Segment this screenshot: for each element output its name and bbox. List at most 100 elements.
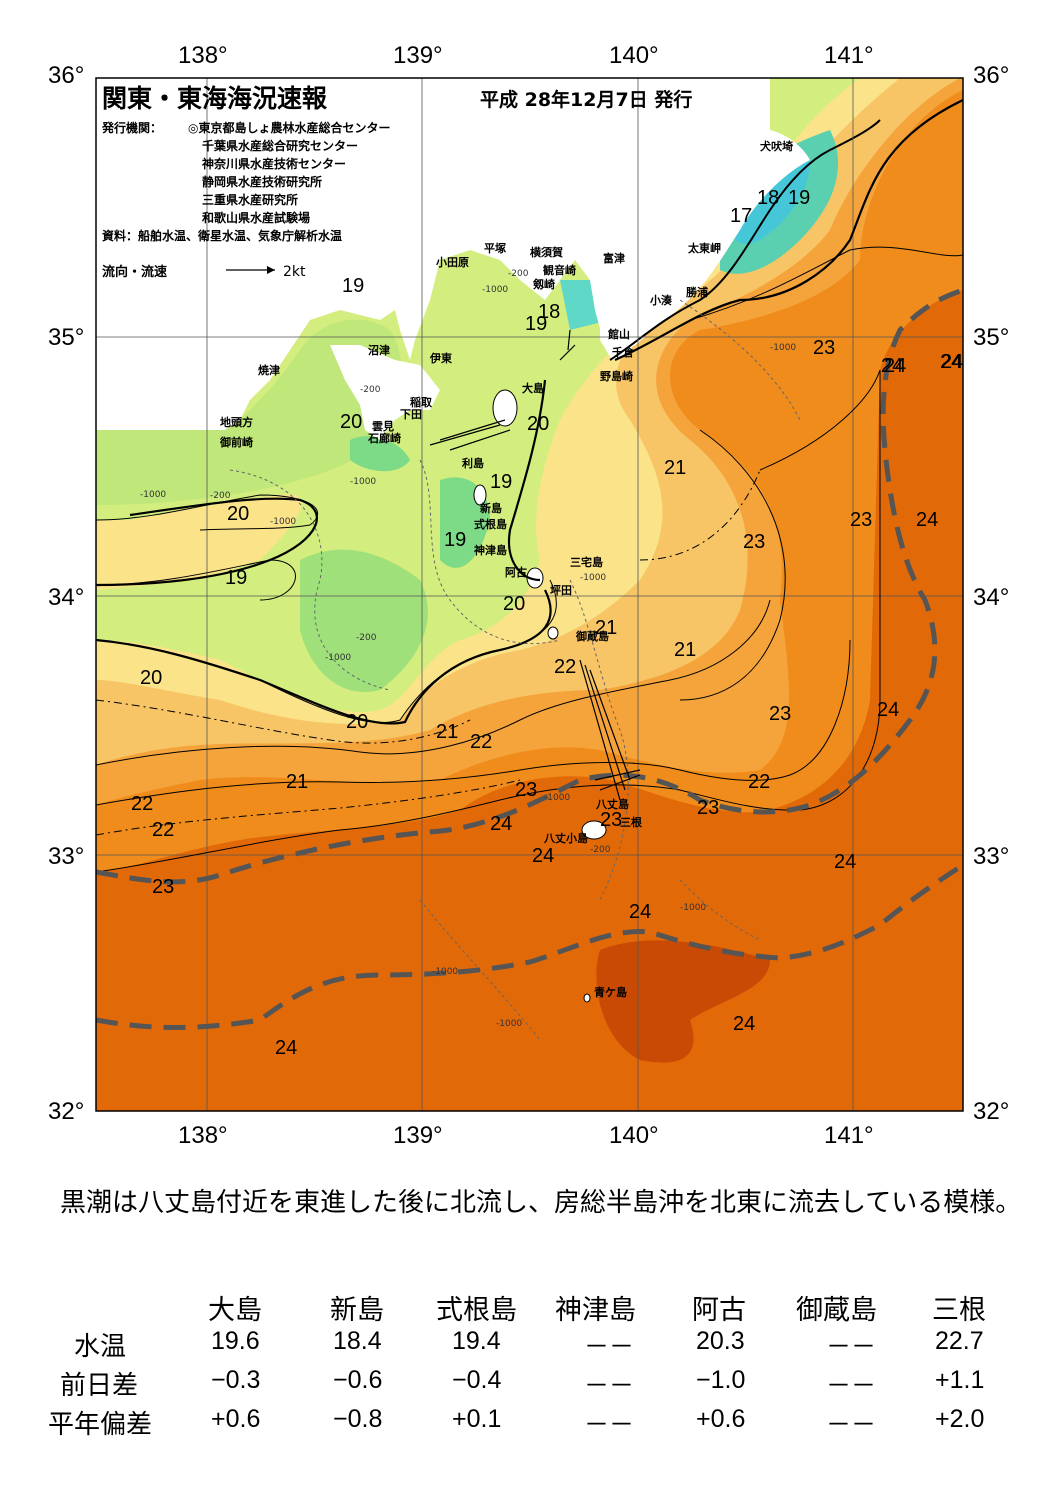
- isotherm-temperature-label: 24: [834, 851, 856, 873]
- isotherm-temperature-label: 22: [131, 793, 153, 815]
- lat-tick-32-right: 32°: [973, 1098, 1010, 1125]
- current-legend-label: 流向・流速: [102, 264, 167, 280]
- isotherm-temperature-label: 20: [340, 411, 362, 433]
- sea-temperature-map: 関東・東海海況速報 平成 28年12月7日 発行 発行機関： ◎東京都島しょ農林…: [95, 77, 964, 1112]
- water-17-boso: [730, 160, 810, 244]
- isotherm-temperature-label: 18: [757, 187, 779, 209]
- water-18-izu: [350, 436, 410, 472]
- isotherm-temperature-label: 23: [769, 703, 791, 725]
- isotherm-temperature-label: 23: [697, 797, 719, 819]
- row-label-water-temp: 水温: [74, 1332, 127, 1362]
- depth-contour-label: -1000: [580, 573, 606, 583]
- lon-tick-140-bottom: 140°: [609, 1122, 659, 1149]
- isotherm-temperature-label: 21: [436, 721, 458, 743]
- depth-contour-label: -1000: [432, 967, 458, 977]
- isotherm-temperature-label: 24: [275, 1037, 297, 1059]
- table-cell: －－: [584, 1333, 635, 1361]
- isotherm-temperature-label: 23: [515, 779, 537, 801]
- table-cell: 19.6: [211, 1327, 260, 1355]
- col-header-ako: 阿古: [692, 1295, 746, 1326]
- depth-contour-label: -1000: [680, 903, 706, 913]
- table-cell: －－: [584, 1411, 635, 1439]
- issue-date: 平成 28年12月7日 発行: [480, 88, 692, 111]
- depth-contour-label: -200: [210, 491, 231, 501]
- isotherm-temperature-label: 19: [525, 313, 547, 335]
- table-cell: －－: [584, 1372, 635, 1400]
- col-header-mikurajima: 御蔵島: [796, 1295, 877, 1326]
- lat-tick-36-left: 36°: [48, 62, 85, 89]
- isotherm-temperature-label: 18: [538, 301, 560, 323]
- col-header-mitsune: 三根: [932, 1295, 986, 1326]
- row-label-normal-diff: 平年偏差: [48, 1410, 153, 1440]
- issuer-3: 神奈川県水産技術センター: [202, 156, 346, 171]
- lat-lon-grid: [96, 78, 963, 1111]
- place-name-label: 稲取: [410, 395, 432, 409]
- isotherm-temperature-label: 19: [788, 187, 810, 209]
- place-name-label: 伊東: [429, 351, 453, 365]
- lat-tick-35-right: 35°: [973, 324, 1010, 351]
- depth-contour-label: -200: [356, 633, 377, 643]
- place-name-label: 下田: [400, 408, 422, 421]
- isotherm-temperature-label: 19: [490, 471, 512, 493]
- kuroshio-axis-south: [96, 862, 963, 1030]
- isotherm-temperature-label: 21: [664, 457, 686, 479]
- issuer-label: 発行機関：: [101, 120, 162, 135]
- lon-tick-139-bottom: 139°: [393, 1122, 443, 1149]
- place-name-label: 犬吠埼: [760, 139, 793, 153]
- table-cell: +2.0: [935, 1405, 985, 1433]
- place-name-label: 御前崎: [219, 435, 253, 449]
- table-cell: 20.3: [696, 1327, 745, 1355]
- table-cell: －－: [826, 1411, 877, 1439]
- place-name-label: 利島: [462, 456, 484, 470]
- isotherm-temperature-label: 20: [140, 667, 162, 689]
- isotherm-temperature-label: 22: [748, 771, 770, 793]
- depth-contour-label: -1000: [496, 1019, 522, 1029]
- lon-tick-139-top: 139°: [393, 42, 443, 69]
- isotherm-temperature-label: 20: [503, 593, 525, 615]
- place-name-label: 雲見: [372, 420, 394, 433]
- table-cell: +1.1: [935, 1366, 985, 1394]
- lon-tick-138-top: 138°: [178, 42, 228, 69]
- depth-contour-label: -200: [508, 269, 529, 279]
- kuroshio-note: 黒潮は八丈島付近を東進した後に北流し、房総半島沖を北東に流去している模様。: [34, 1188, 1022, 1218]
- place-name-label: 焼津: [258, 363, 280, 377]
- table-cell: −0.4: [452, 1366, 502, 1394]
- place-name-label: 沼津: [368, 343, 390, 357]
- water-19-band-west: [96, 319, 401, 505]
- depth-contour-label: -1000: [482, 285, 508, 295]
- depth-contour-label: -1000: [770, 343, 796, 353]
- lon-tick-140-top: 140°: [609, 42, 659, 69]
- place-name-label: 神津島: [474, 543, 507, 557]
- isotherm-temperature-label: 23: [743, 531, 765, 553]
- water-19-pocket: [300, 549, 428, 692]
- kuroshio-axis-north: [96, 287, 963, 885]
- isotherm-temperature-label: 23: [850, 509, 872, 531]
- coast-line: [609, 119, 881, 361]
- lon-tick-141-top: 141°: [824, 42, 874, 69]
- current-legend-scale: 2kt: [283, 264, 306, 280]
- lat-tick-34-left: 34°: [48, 584, 85, 611]
- isotherm-temperature-label: 24: [941, 351, 963, 373]
- place-name-label: 観音崎: [543, 263, 576, 277]
- lat-tick-33-left: 33°: [48, 843, 85, 870]
- niijima-island: [473, 484, 487, 506]
- isotherm-temperature-label: 22: [152, 819, 174, 841]
- depth-contour-label: -200: [590, 845, 611, 855]
- isotherm-temperature-label: 17: [730, 205, 752, 227]
- table-cell: −0.8: [333, 1405, 383, 1433]
- isotherm-temperature-label: 23: [813, 337, 835, 359]
- place-name-label: 館山: [607, 327, 630, 341]
- lat-tick-32-left: 32°: [48, 1098, 85, 1125]
- place-name-label: 八丈島: [595, 797, 629, 811]
- place-name-label: 三根: [620, 815, 643, 829]
- isotherm-temperature-label: 20: [346, 711, 368, 733]
- col-header-niijima: 新島: [330, 1295, 384, 1326]
- table-cell: 19.4: [452, 1327, 501, 1355]
- depth-contour-label: -1000: [270, 517, 296, 527]
- isotherm-temperature-label: 19: [444, 529, 466, 551]
- water-25-core: [596, 940, 770, 1063]
- isotherm-temperature-label: 23: [152, 876, 174, 898]
- place-name-label: 太東岬: [687, 241, 721, 255]
- lon-tick-141-bottom: 141°: [824, 1122, 874, 1149]
- data-source: 資料：船舶水温、衛星水温、気象庁解析水温: [102, 228, 342, 243]
